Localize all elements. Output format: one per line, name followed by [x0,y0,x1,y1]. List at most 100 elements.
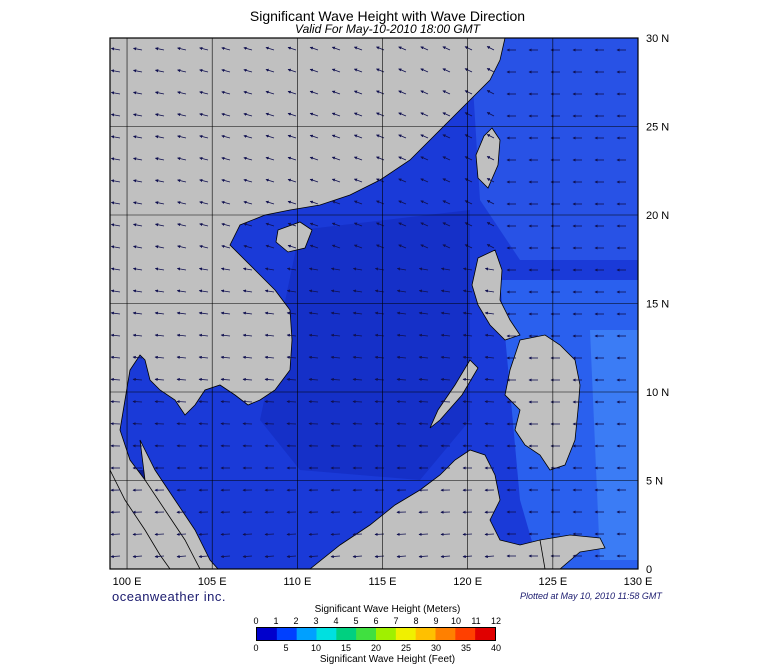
colorbar-swatch [455,628,476,640]
wave-arrow [309,68,319,73]
wave-arrow [154,377,165,382]
wave-arrow [352,400,363,404]
wave-arrow [330,355,341,359]
wave-arrow [418,333,429,337]
colorbar-swatch [415,628,436,640]
wave-arrow [331,90,341,95]
wave-arrow [464,68,473,73]
wave-arrow [110,311,121,315]
wave-arrow [486,244,495,249]
wave-arrow [154,554,165,559]
wave-arrow [352,333,363,337]
wave-arrow [177,201,187,205]
meter-tick: 8 [413,616,419,626]
wave-arrow [220,311,231,315]
colorbar-swatch [356,628,377,640]
wave-arrow [220,554,231,559]
wave-arrow [264,267,275,271]
wave-arrow [242,355,253,359]
wave-arrow [286,355,297,359]
wave-arrow [177,47,187,51]
wave-arrow [331,178,341,183]
wave-arrow [198,532,209,536]
wave-arrow [154,333,165,337]
wave-arrow [177,223,187,227]
land-mindanao [504,334,581,471]
lon-tick-label: 110 E [283,576,311,588]
wave-arrow [176,267,187,271]
colorbar-swatch [395,628,417,640]
colorbar-swatch [316,628,337,640]
wave-arrow [440,554,451,559]
wave-arrow [132,311,143,315]
wave-arrow [132,267,143,271]
wave-arrow [176,289,187,293]
wave-arrow [264,333,275,337]
wave-arrow [265,46,275,51]
wave-arrow [287,134,297,139]
wave-arrow [309,200,319,205]
wave-arrow [265,134,275,139]
wave-arrow [132,47,143,51]
wave-arrow [308,289,319,293]
wave-arrow [331,222,341,227]
wave-arrow [110,91,121,95]
wave-direction-arrows [110,46,626,559]
wave-arrow [287,112,297,117]
wave-arrow [396,289,407,293]
wave-arrow [396,400,407,404]
wave-arrow [309,178,319,183]
lon-tick-label: 125 E [538,576,567,588]
wave-arrow [464,200,473,205]
colorbar-swatch [435,628,456,640]
wave-arrow [264,532,275,536]
wave-arrow [110,179,121,183]
wave-arrow [308,400,319,404]
wave-arrow [110,333,121,337]
wave-zone-far-east [590,330,638,560]
wave-arrow [420,200,429,205]
wave-arrow [331,134,341,139]
wave-arrow [132,223,143,227]
wave-arrow [352,267,363,271]
wave-arrow [265,68,275,73]
wave-arrow [177,179,187,183]
land-hainan [275,221,313,253]
wave-arrow [440,377,451,382]
wave-arrow [199,201,209,205]
grid-lines [110,38,638,569]
wave-arrow [286,377,297,382]
wave-arrow [221,68,231,73]
wave-arrow [486,68,495,73]
wave-arrow [398,156,407,161]
wave-arrow [154,201,165,205]
wave-arrow [110,355,121,359]
wave-arrow [398,200,407,205]
wave-arrow [286,333,297,337]
wave-arrow [418,400,429,404]
wave-arrow [484,554,495,559]
wave-arrow [264,311,275,315]
wave-arrow [331,112,341,117]
wave-arrow [464,244,473,249]
wave-arrow [398,178,407,183]
wave-arrow [330,289,341,293]
land-mainland [110,38,506,569]
wave-arrow [221,112,231,117]
wave-arrow [352,289,363,293]
wave-arrow [220,532,231,536]
wave-arrow [331,200,341,205]
feet-tick: 10 [310,643,322,653]
wave-arrow [243,90,253,95]
wave-arrow [484,532,495,536]
wave-arrow [287,244,297,249]
land-luzon [471,249,521,341]
lat-tick-label: 25 N [646,122,669,134]
wave-arrow [242,532,253,536]
wave-arrow [243,68,253,73]
wave-arrow [442,46,451,51]
wave-arrow [287,68,297,73]
wave-arrow [484,267,495,271]
wave-arrow [331,156,341,161]
meter-tick: 5 [353,616,359,626]
